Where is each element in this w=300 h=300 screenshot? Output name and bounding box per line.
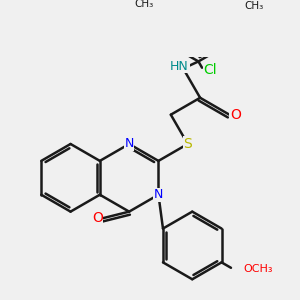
Text: CH₃: CH₃ [134,0,153,9]
Text: O: O [92,212,103,225]
Text: N: N [154,188,163,201]
Text: S: S [183,137,192,151]
Text: N: N [124,137,134,151]
Text: HN: HN [170,60,189,73]
Text: Cl: Cl [204,63,217,77]
Text: OCH₃: OCH₃ [243,264,273,274]
Text: CH₃: CH₃ [244,1,264,11]
Text: O: O [230,108,241,122]
